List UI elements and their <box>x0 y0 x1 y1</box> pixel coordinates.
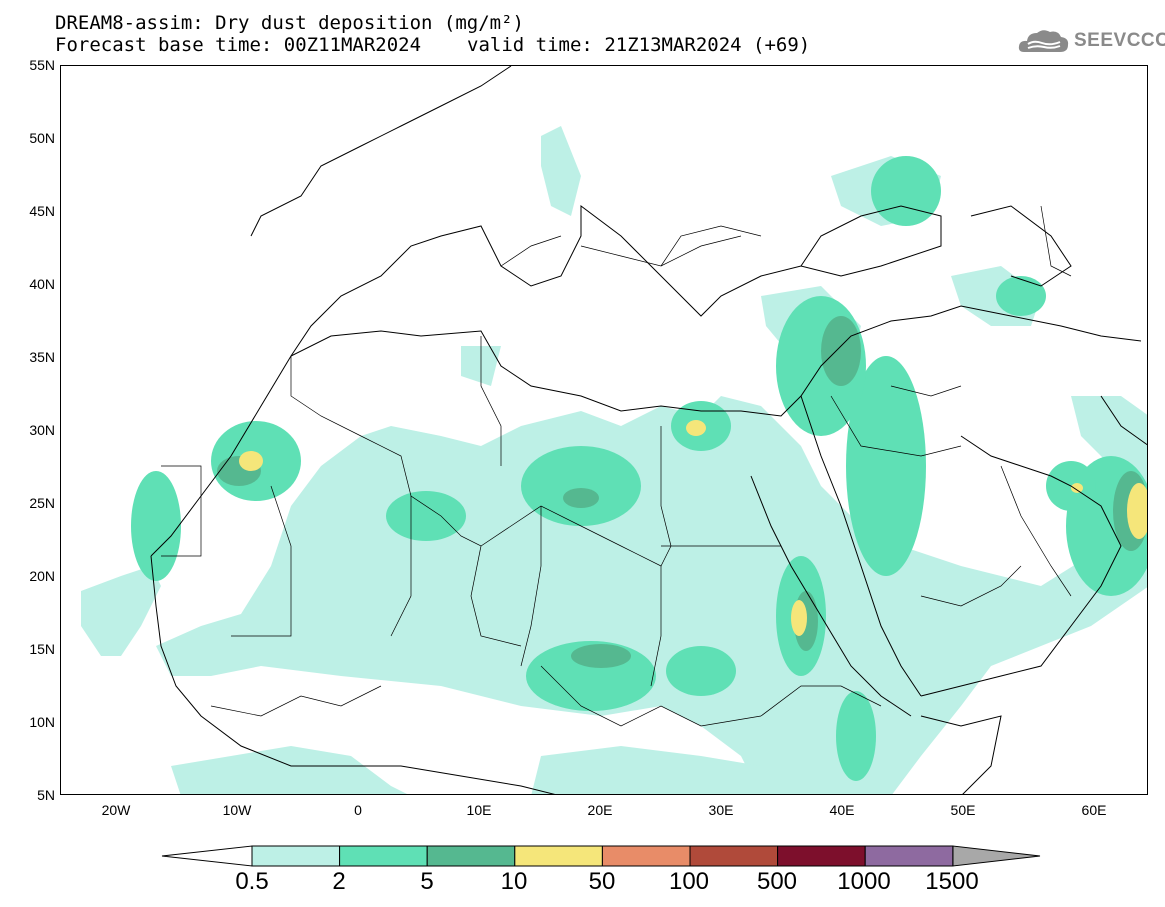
colorbar-box <box>426 845 516 867</box>
colorbar-box <box>864 845 954 867</box>
lon-tick-label: 40E <box>829 802 855 818</box>
lon-tick-label: 60E <box>1081 802 1107 818</box>
valid-time: valid time: 21Z13MAR2024 (+69) <box>467 34 811 56</box>
colorbar-label: 500 <box>756 868 798 895</box>
colorbar-box <box>514 845 603 867</box>
colorbar-box <box>777 845 866 867</box>
colorbar-box <box>251 845 341 867</box>
colorbar-label: 0.5 <box>235 868 269 895</box>
lat-tick-label: 25N <box>29 495 55 511</box>
map-plot-area <box>60 65 1148 795</box>
lon-tick-label: 0 <box>354 802 362 818</box>
colorbar-label: 1500 <box>925 868 979 895</box>
colorbar-label: 1000 <box>837 868 891 895</box>
dust-deposition-map <box>81 66 1147 794</box>
lat-tick-label: 30N <box>29 422 55 438</box>
lat-tick-label: 10N <box>29 714 55 730</box>
lon-tick-label: 50E <box>950 802 976 818</box>
lat-tick-label: 35N <box>29 349 55 365</box>
colorbar <box>161 845 1041 867</box>
lat-tick-label: 40N <box>29 276 55 292</box>
lat-tick-label: 15N <box>29 641 55 657</box>
colorbar-label: 2 <box>332 868 346 895</box>
seevccc-logo: SEEVCCC <box>1016 24 1165 58</box>
lat-tick-label: 5N <box>37 787 55 803</box>
logo-text: SEEVCCC <box>1074 30 1165 51</box>
coastlines <box>150 66 1147 794</box>
lat-tick-label: 20N <box>29 568 55 584</box>
colorbar-label: 50 <box>588 868 616 895</box>
cloud-icon <box>1018 30 1069 52</box>
dust-field-high <box>239 420 1147 636</box>
forecast-base-time: Forecast base time: 00Z11MAR2024 <box>55 34 422 56</box>
colorbar-box <box>601 845 691 867</box>
lon-tick-label: 10E <box>466 802 492 818</box>
country-borders <box>161 205 1072 727</box>
map-subtitle: Forecast base time: 00Z11MAR2024 valid ti… <box>55 34 810 56</box>
lon-tick-label: 10W <box>222 802 252 818</box>
lat-tick-label: 55N <box>29 57 55 73</box>
colorbar-over-arrow <box>952 845 1041 867</box>
lat-tick-label: 45N <box>29 203 55 219</box>
map-title: DREAM8-assim: Dry dust deposition (mg/m²… <box>55 12 524 34</box>
colorbar-label: 100 <box>668 868 710 895</box>
colorbar-label: 5 <box>420 868 434 895</box>
colorbar-under-arrow <box>161 845 253 867</box>
colorbar-box <box>689 845 779 867</box>
lon-tick-label: 20W <box>101 802 131 818</box>
lon-tick-label: 20E <box>587 802 613 818</box>
colorbar-boxes <box>251 845 954 867</box>
lon-tick-label: 30E <box>708 802 734 818</box>
colorbar-label: 10 <box>500 868 528 895</box>
colorbar-box <box>339 845 428 867</box>
lat-tick-label: 50N <box>29 130 55 146</box>
